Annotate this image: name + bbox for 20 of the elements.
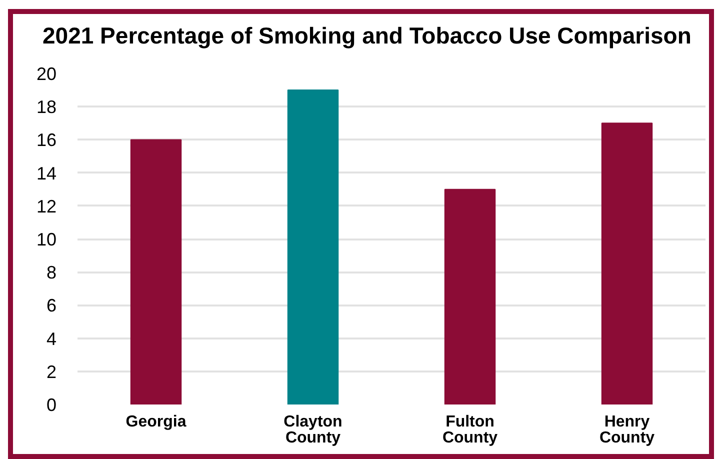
y-tick-label: 20: [36, 64, 57, 84]
y-tick-label: 8: [46, 262, 57, 283]
x-tick-label: Henry County: [599, 414, 655, 447]
y-tick-label: 14: [36, 163, 57, 184]
y-tick-label: 0: [46, 395, 57, 415]
x-tick-label: Fulton County: [442, 414, 498, 447]
bar: [601, 122, 653, 404]
x-tick-label: Georgia: [126, 414, 186, 430]
y-tick-label: 10: [36, 230, 57, 250]
y-tick-label: 6: [46, 296, 57, 316]
y-tick-label: 4: [46, 328, 57, 349]
bar: [287, 90, 339, 404]
bar: [130, 139, 182, 404]
y-tick-label: 16: [36, 130, 57, 150]
chart-title: 2021 Percentage of Smoking and Tobacco Use Comparison: [42, 22, 692, 48]
y-tick-label: 12: [36, 196, 57, 216]
y-tick-label: 2: [46, 362, 57, 382]
y-tick-label: 18: [36, 97, 57, 118]
x-tick-label: Clayton County: [284, 414, 342, 447]
bar: [444, 188, 496, 404]
